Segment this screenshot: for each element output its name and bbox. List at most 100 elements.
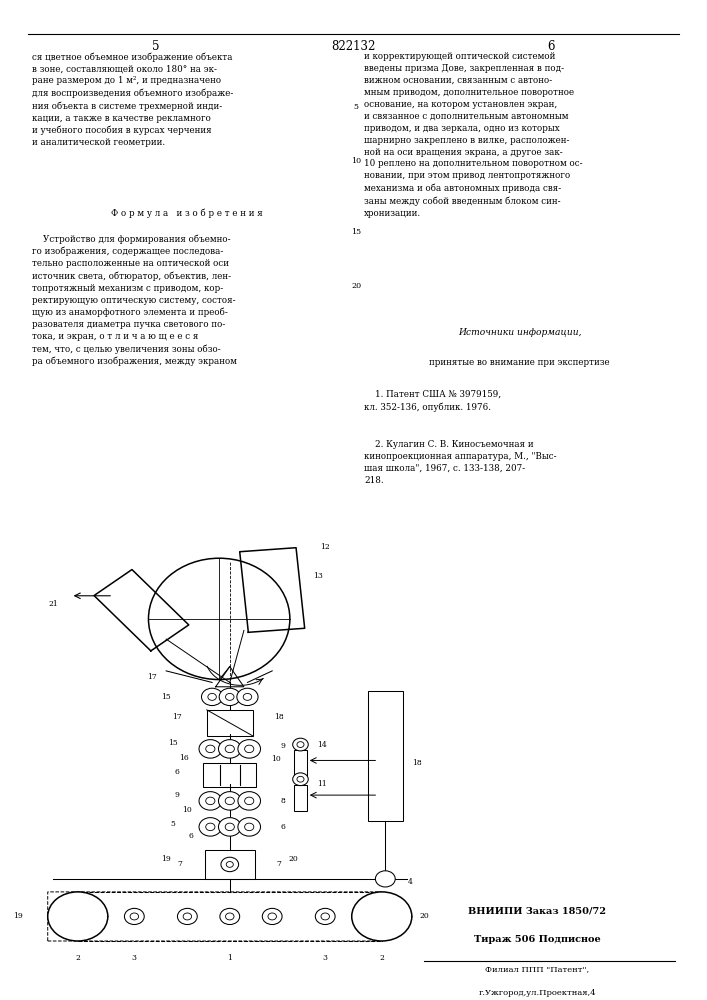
Circle shape (226, 797, 235, 805)
Text: 16: 16 (179, 754, 189, 762)
Text: 10: 10 (182, 806, 192, 814)
Circle shape (226, 913, 234, 920)
Text: Тираж 506 Подписное: Тираж 506 Подписное (474, 935, 601, 944)
Text: 17: 17 (172, 713, 182, 721)
Circle shape (243, 693, 252, 700)
Text: 7: 7 (178, 860, 182, 868)
Circle shape (226, 693, 234, 700)
Circle shape (293, 773, 308, 786)
Circle shape (48, 892, 108, 941)
Text: 6: 6 (189, 832, 193, 840)
Text: 822132: 822132 (332, 40, 375, 53)
Text: 10: 10 (271, 755, 281, 763)
Circle shape (315, 908, 335, 925)
Text: 18: 18 (274, 713, 284, 721)
Text: 6: 6 (281, 823, 285, 831)
Text: 5: 5 (152, 40, 159, 53)
Text: 20: 20 (419, 912, 429, 920)
Text: и корректирующей оптической системой
введены призма Дове, закрепленная в под-
ви: и корректирующей оптической системой вве… (364, 52, 583, 218)
Circle shape (206, 745, 215, 753)
Circle shape (208, 693, 216, 700)
Text: ВНИИПИ Заказ 1850/72: ВНИИПИ Заказ 1850/72 (468, 907, 607, 916)
Bar (204, 763, 257, 787)
Circle shape (297, 776, 304, 782)
Text: 18: 18 (412, 759, 422, 767)
Circle shape (268, 913, 276, 920)
Bar (206, 710, 253, 736)
Text: 20: 20 (288, 855, 298, 863)
Text: г.Ужгород,ул.Проектная,4: г.Ужгород,ул.Проектная,4 (479, 989, 596, 997)
Text: принятые во внимание при экспертизе: принятые во внимание при экспертизе (429, 358, 610, 367)
Text: 2. Кулагин С. В. Киносъемочная и
кинопроекционная аппаратура, М., "Выс-
шая школ: 2. Кулагин С. В. Киносъемочная и кинопро… (364, 440, 556, 485)
Text: 2: 2 (380, 954, 384, 962)
Circle shape (245, 797, 254, 805)
Circle shape (238, 792, 260, 810)
Circle shape (199, 792, 222, 810)
Circle shape (124, 908, 144, 925)
Text: 3: 3 (322, 954, 328, 962)
Circle shape (352, 892, 412, 941)
Circle shape (226, 745, 235, 753)
Circle shape (218, 740, 241, 758)
Text: 5: 5 (171, 820, 175, 828)
Circle shape (245, 823, 254, 831)
Circle shape (218, 818, 241, 836)
Circle shape (221, 857, 239, 872)
Text: 1. Патент США № 3979159,
кл. 352-136, опублик. 1976.: 1. Патент США № 3979159, кл. 352-136, оп… (364, 390, 501, 412)
Text: 15: 15 (168, 739, 178, 747)
Text: 17: 17 (147, 673, 157, 681)
Circle shape (375, 871, 395, 887)
Circle shape (206, 823, 215, 831)
Bar (368, 691, 403, 821)
Text: 10: 10 (351, 157, 361, 165)
Text: 3: 3 (132, 954, 137, 962)
Text: 7: 7 (277, 860, 281, 868)
Text: 2: 2 (76, 954, 80, 962)
Text: Филиал ППП "Патент",: Филиал ППП "Патент", (485, 965, 590, 973)
Text: 9: 9 (175, 791, 179, 799)
Circle shape (262, 908, 282, 925)
Text: 12: 12 (320, 543, 330, 551)
Circle shape (130, 913, 139, 920)
Text: 19: 19 (161, 855, 171, 863)
Text: 21: 21 (48, 600, 58, 608)
Circle shape (177, 908, 197, 925)
Circle shape (218, 792, 241, 810)
Bar (294, 750, 307, 776)
Circle shape (220, 908, 240, 925)
Circle shape (238, 740, 260, 758)
Circle shape (226, 862, 233, 867)
Text: 15: 15 (351, 228, 361, 236)
Text: 15: 15 (161, 693, 171, 701)
Text: 1: 1 (228, 954, 232, 962)
Text: 14: 14 (317, 741, 327, 749)
Circle shape (201, 688, 223, 706)
Circle shape (183, 913, 192, 920)
Text: 6: 6 (548, 40, 555, 53)
Circle shape (206, 797, 215, 805)
Text: 5: 5 (354, 103, 359, 111)
Text: 9: 9 (281, 742, 285, 750)
Circle shape (219, 688, 240, 706)
Circle shape (237, 688, 258, 706)
Text: 20: 20 (351, 282, 361, 290)
Circle shape (199, 818, 222, 836)
Circle shape (297, 742, 304, 747)
Circle shape (238, 818, 260, 836)
Text: Источники информации,: Источники информации, (458, 328, 581, 337)
Text: 13: 13 (313, 572, 323, 580)
Text: 4: 4 (408, 878, 412, 886)
Text: ся цветное объемное изображение объекта
в зоне, составляющей около 180° на эк-
р: ся цветное объемное изображение объекта … (32, 52, 233, 147)
Text: 19: 19 (13, 912, 23, 920)
Circle shape (226, 823, 235, 831)
Text: Ф о р м у л а   и з о б р е т е н и я: Ф о р м у л а и з о б р е т е н и я (112, 208, 263, 218)
Bar (205, 850, 255, 879)
Text: Устройство для формирования объемно-
го изображения, содержащее последова-
тельн: Устройство для формирования объемно- го … (32, 234, 237, 366)
Text: 11: 11 (317, 780, 327, 788)
Text: 6: 6 (175, 768, 179, 776)
Circle shape (245, 745, 254, 753)
Circle shape (293, 738, 308, 751)
Text: 8: 8 (281, 797, 285, 805)
Circle shape (321, 913, 329, 920)
Bar (294, 785, 307, 811)
